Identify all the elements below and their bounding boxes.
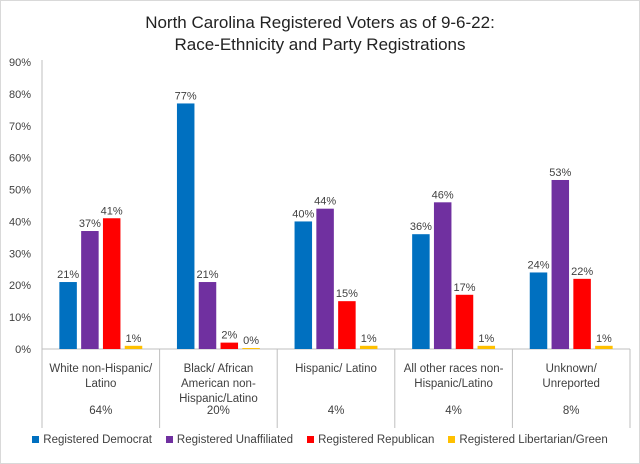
chart-subtitle: Race-Ethnicity and Party Registrations (174, 35, 466, 54)
legend-item: Registered Republican (307, 434, 434, 446)
bar (529, 272, 548, 349)
category-label: Hispanic/Latino (414, 378, 493, 390)
bar (573, 278, 591, 349)
bar (412, 234, 430, 349)
data-label: 1% (596, 333, 612, 345)
category-share-label: 8% (563, 405, 580, 417)
data-label: 77% (175, 90, 197, 102)
category-label: Black/ African (184, 363, 254, 375)
data-label: 22% (571, 266, 593, 278)
category-label: Unknown/ (546, 363, 598, 375)
chart-title: North Carolina Registered Voters as of 9… (145, 13, 495, 32)
legend-label: Registered Republican (318, 434, 435, 446)
legend-label: Registered Unaffiliated (176, 434, 294, 446)
bar (595, 345, 613, 349)
legend-item: Registered Libertarian/Green (448, 434, 608, 446)
category-label: Unreported (542, 378, 600, 390)
data-label: 15% (336, 288, 358, 300)
data-label: 41% (101, 205, 123, 217)
bar (198, 282, 217, 349)
category-share-label: 4% (445, 405, 462, 417)
data-label: 44% (314, 196, 336, 208)
data-label: 36% (410, 221, 432, 233)
category-share-label: 4% (328, 405, 345, 417)
legend-swatch (32, 436, 40, 443)
bar (551, 179, 570, 349)
category-label: All other races non- (404, 363, 504, 375)
y-tick-label: 30% (9, 248, 31, 260)
y-tick-label: 70% (9, 121, 31, 133)
category-label: Latino (85, 378, 116, 390)
bar (316, 208, 334, 349)
category-share-label: 20% (207, 405, 230, 417)
y-tick-label: 90% (9, 57, 31, 69)
bar (81, 231, 99, 349)
legend-swatch (448, 436, 456, 443)
y-tick-label: 40% (9, 216, 31, 228)
bar (338, 301, 356, 349)
data-label: 2% (221, 330, 237, 342)
legend-label: Registered Democrat (43, 434, 152, 446)
bar (220, 342, 239, 349)
data-label: 1% (361, 333, 377, 345)
y-tick-label: 50% (9, 185, 31, 197)
bar (102, 218, 121, 349)
legend-item: Registered Unaffiliated (165, 434, 294, 446)
legend-item: Registered Democrat (32, 434, 152, 446)
category-share-label: 64% (89, 405, 112, 417)
category-label: White non-Hispanic/ (49, 363, 153, 375)
data-label: 1% (478, 333, 494, 345)
chart-legend: Registered Democrat Registered Unaffiliat… (0, 434, 640, 446)
legend-label: Registered Libertarian/Green (459, 434, 608, 446)
category-label: Hispanic/ Latino (295, 363, 377, 375)
category-label: Hispanic/Latino (179, 393, 258, 405)
data-label: 0% (243, 335, 259, 347)
data-label: 37% (79, 218, 101, 230)
legend-swatch (307, 436, 315, 443)
bar (176, 103, 195, 349)
legend-swatch (165, 436, 173, 443)
bar (455, 294, 474, 349)
data-label: 1% (126, 333, 142, 345)
bar (124, 345, 143, 349)
y-tick-label: 10% (9, 312, 31, 324)
y-tick-label: 80% (9, 89, 31, 101)
bar (242, 348, 260, 349)
data-label: 53% (549, 167, 571, 179)
data-label: 46% (432, 189, 454, 201)
bar (294, 221, 313, 349)
category-label: American non- (181, 378, 256, 390)
y-tick-label: 20% (9, 280, 31, 292)
bar (359, 345, 378, 349)
data-label: 21% (196, 269, 218, 281)
bar (477, 345, 496, 349)
data-label: 40% (292, 208, 314, 220)
bar (59, 282, 77, 349)
data-label: 24% (527, 259, 549, 271)
y-tick-label: 0% (15, 344, 31, 356)
y-tick-label: 60% (9, 153, 31, 165)
data-label: 21% (57, 269, 79, 281)
bar (433, 202, 452, 349)
data-label: 17% (453, 282, 475, 294)
